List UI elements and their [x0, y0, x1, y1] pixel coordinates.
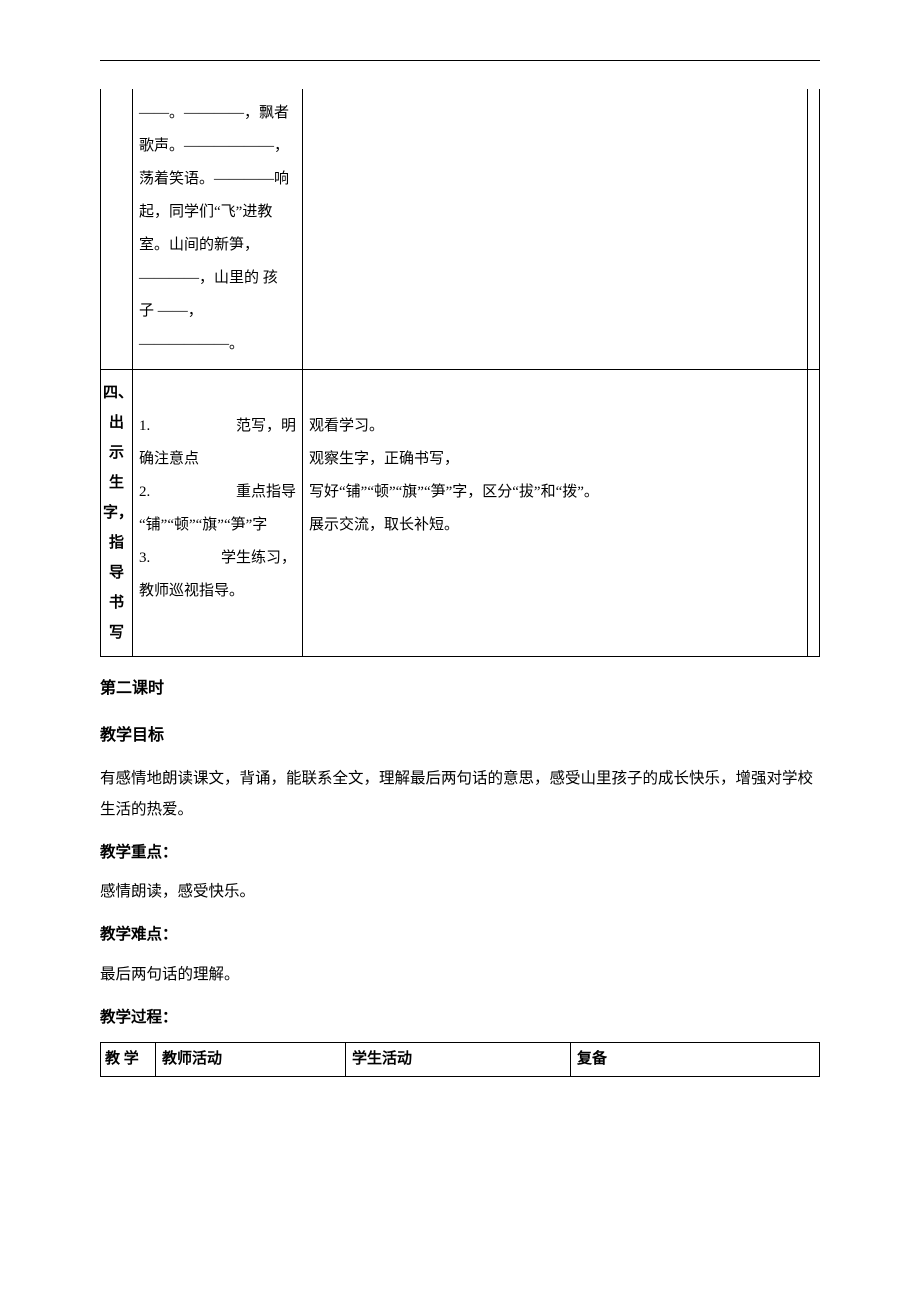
table-row: 四、 出 示 生 字， 指 导 书 写 1. 范写，明 确注意点 2. 重点	[101, 370, 820, 657]
hard-text: 最后两句话的理解。	[100, 959, 820, 990]
lesson-table-2: 教 学 教师活动 学生活动 复备	[100, 1042, 820, 1077]
table2-h3: 学生活动	[346, 1043, 571, 1077]
label-line: 书	[103, 588, 130, 618]
label-line: 写	[103, 618, 130, 648]
item-text: 重点指导	[236, 476, 296, 509]
teacher-item-1: 1. 范写，明	[139, 410, 296, 443]
cloze-text: ——。————，飘者歌声。——————，荡着笑语。————响起，同学们“飞”进教…	[139, 105, 289, 352]
item-number: 2.	[139, 476, 150, 509]
student-line: 观看学习。	[309, 410, 801, 443]
student-line: 展示交流，取长补短。	[309, 509, 801, 542]
document-page: ——。————，飘者歌声。——————，荡着笑语。————响起，同学们“飞”进教…	[0, 0, 920, 1117]
lesson2-title: 第二课时	[100, 675, 820, 704]
goal-text: 有感情地朗读课文，背诵，能联系全文，理解最后两句话的意思，感受山里孩子的成长快乐…	[100, 763, 820, 825]
key-heading: 教学重点：	[100, 839, 820, 867]
row1-col3	[303, 89, 808, 370]
fubei-cell	[808, 370, 820, 657]
item-text: 学生练习，	[221, 542, 296, 575]
item-text: “铺”“顿”“旗”“笋”字	[139, 509, 296, 542]
table-row: ——。————，飘者歌声。——————，荡着笑语。————响起，同学们“飞”进教…	[101, 89, 820, 370]
label-line: 四、	[103, 378, 130, 408]
row1-col4	[808, 89, 820, 370]
table2-h1: 教 学	[101, 1043, 156, 1077]
table2-h4: 复备	[571, 1043, 820, 1077]
label-line: 字，	[103, 498, 130, 528]
row1-col1	[101, 89, 133, 370]
table2-h2: 教师活动	[156, 1043, 346, 1077]
header-rule	[100, 60, 820, 61]
section-label-4: 四、 出 示 生 字， 指 导 书 写	[101, 370, 133, 657]
label-line: 导	[103, 558, 130, 588]
teacher-item-2: 2. 重点指导	[139, 476, 296, 509]
student-line: 写好“铺”“顿”“旗”“笋”字，区分“拔”和“拨”。	[309, 476, 801, 509]
lesson-table-1: ——。————，飘者歌声。——————，荡着笑语。————响起，同学们“飞”进教…	[100, 89, 820, 657]
table-header-row: 教 学 教师活动 学生活动 复备	[101, 1043, 820, 1077]
item-text: 确注意点	[139, 443, 296, 476]
label-line: 指	[103, 528, 130, 558]
hard-heading: 教学难点：	[100, 921, 820, 949]
label-line: 生	[103, 468, 130, 498]
student-activity-cell: 观看学习。 观察生字，正确书写， 写好“铺”“顿”“旗”“笋”字，区分“拔”和“…	[303, 370, 808, 657]
process-heading: 教学过程：	[100, 1004, 820, 1032]
item-text: 教师巡视指导。	[139, 575, 296, 608]
student-line: 观察生字，正确书写，	[309, 443, 801, 476]
teacher-item-3: 3. 学生练习，	[139, 542, 296, 575]
key-text: 感情朗读，感受快乐。	[100, 876, 820, 907]
label-line: 出	[103, 408, 130, 438]
goal-heading: 教学目标	[100, 722, 820, 751]
item-number: 3.	[139, 542, 150, 575]
label-line: 示	[103, 438, 130, 468]
item-number: 1.	[139, 410, 150, 443]
row1-col2: ——。————，飘者歌声。——————，荡着笑语。————响起，同学们“飞”进教…	[133, 89, 303, 370]
item-text: 范写，明	[236, 410, 296, 443]
teacher-activity-cell: 1. 范写，明 确注意点 2. 重点指导 “铺”“顿”“旗”“笋”字 3. 学生…	[133, 370, 303, 657]
